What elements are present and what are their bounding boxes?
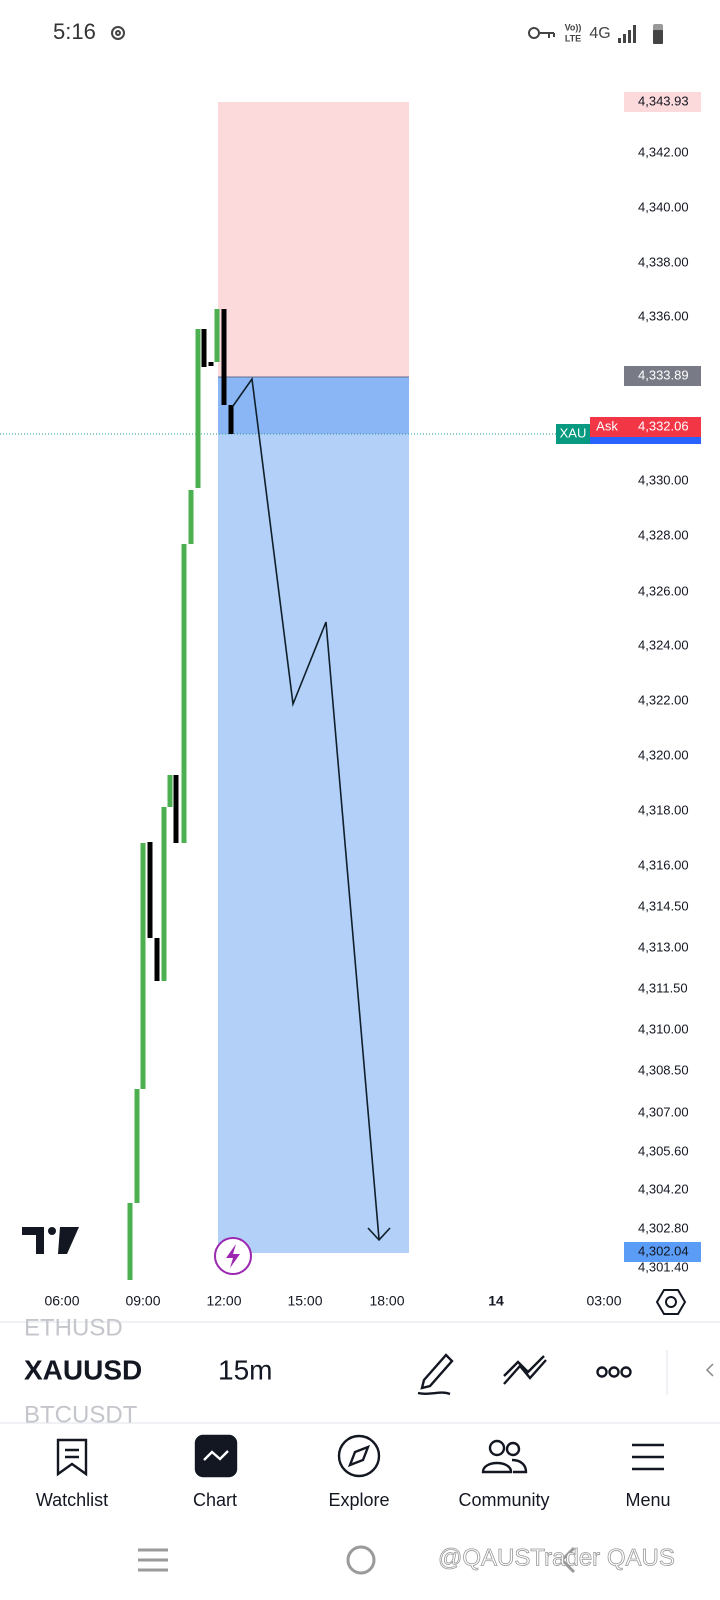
time-label: 14 xyxy=(488,1293,504,1309)
time-label: 09:00 xyxy=(125,1293,160,1309)
price-label: 4,320.00 xyxy=(638,747,689,762)
ask-price: 4,332.06 xyxy=(638,418,689,433)
symbol[interactable]: XAUUSD xyxy=(24,1354,142,1385)
price-label: 4,328.00 xyxy=(638,527,689,542)
time-label: 12:00 xyxy=(206,1293,241,1309)
price-label: 4,311.50 xyxy=(638,980,688,995)
tv-logo xyxy=(22,1227,79,1254)
candle xyxy=(201,329,207,367)
candle xyxy=(161,807,167,981)
nav-item[interactable]: Explore xyxy=(328,1490,389,1510)
settings-button[interactable] xyxy=(655,1289,687,1315)
price-label: 4,330.00 xyxy=(638,472,689,487)
entry-badge xyxy=(624,366,701,386)
lightning-button[interactable] xyxy=(214,1237,252,1275)
time-label: 18:00 xyxy=(369,1293,404,1309)
ask-label: Ask xyxy=(596,418,618,433)
candle xyxy=(140,843,146,1089)
signal-battery xyxy=(618,24,663,44)
price-label: 4,304.20 xyxy=(638,1181,689,1196)
price-label: 4,301.40 xyxy=(638,1259,689,1274)
candle xyxy=(134,1089,140,1203)
ask-price-badge xyxy=(624,417,701,437)
candle xyxy=(195,329,201,488)
candle xyxy=(167,775,173,807)
candle xyxy=(154,938,160,981)
price-label: 4,324.00 xyxy=(638,637,689,652)
interval[interactable]: 15m xyxy=(218,1354,272,1385)
volte-label: LTE xyxy=(565,33,581,43)
price-label: 4,338.00 xyxy=(638,254,689,269)
price-label: 4,340.00 xyxy=(638,199,689,214)
candle xyxy=(147,842,153,938)
candles xyxy=(127,309,234,1280)
status-icons xyxy=(111,26,555,40)
network-type: 4G xyxy=(589,25,610,42)
price-label: 4,310.00 xyxy=(638,1021,689,1036)
volte-label: Vo)) xyxy=(565,22,582,32)
price-label: 4,316.00 xyxy=(638,857,689,872)
next-symbol[interactable]: BTCUSDT xyxy=(24,1401,138,1428)
nav-item[interactable]: Menu xyxy=(625,1490,670,1510)
price-label: 4,326.00 xyxy=(638,583,689,598)
price-label: 4,308.50 xyxy=(638,1062,689,1077)
time-label: 15:00 xyxy=(287,1293,322,1309)
price-label: 4,322.00 xyxy=(638,692,689,707)
price-label: 4,307.00 xyxy=(638,1104,689,1119)
price-label: 4,302.80 xyxy=(638,1220,689,1235)
price-label: 4,313.00 xyxy=(638,939,689,954)
entry-price: 4,333.89 xyxy=(638,367,689,382)
entry-zone xyxy=(218,377,409,434)
candle xyxy=(181,544,187,843)
nav-item[interactable]: Chart xyxy=(193,1490,237,1510)
price-axis: 4,342.00 4,340.00 4,338.00 4,336.00 4,330.00… xyxy=(638,144,689,1274)
candle xyxy=(173,775,179,843)
time-axis: 06:00 09:00 12:00 15:00 18:00 14 03:00 xyxy=(44,1293,621,1309)
candle xyxy=(228,405,234,434)
bottom-nav: Watchlist Chart Explore Community Menu xyxy=(36,1490,671,1510)
price-label: 4,318.00 xyxy=(638,802,689,817)
previous-symbol[interactable]: ETHUSD xyxy=(24,1314,123,1341)
system-buttons[interactable] xyxy=(138,1545,576,1575)
target-badge xyxy=(624,1242,701,1262)
ask-symbol-badge xyxy=(556,424,590,444)
status-time: 5:16 xyxy=(53,19,96,44)
price-label: 4,336.00 xyxy=(638,308,689,323)
nav-item[interactable]: Watchlist xyxy=(36,1490,108,1510)
target-zone xyxy=(218,377,409,1253)
time-label: 06:00 xyxy=(44,1293,79,1309)
candle xyxy=(214,309,220,362)
system-nav xyxy=(0,1525,720,1600)
target-price: 4,302.04 xyxy=(638,1243,689,1258)
projection-arrow xyxy=(232,376,391,1242)
candle xyxy=(208,362,214,366)
candle xyxy=(127,1203,133,1280)
nav-item[interactable]: Community xyxy=(458,1490,549,1510)
watermark: @QAUSTrader QAUS xyxy=(438,1544,675,1571)
price-label: 4,305.60 xyxy=(638,1143,689,1158)
price-label: 4,314.50 xyxy=(638,898,689,913)
price-label: 4,342.00 xyxy=(638,144,689,159)
nav-icons xyxy=(56,1434,664,1478)
candle xyxy=(221,309,227,405)
toolbar-icons[interactable] xyxy=(417,1353,714,1396)
time-label: 03:00 xyxy=(586,1293,621,1309)
bid-strip xyxy=(590,437,701,444)
ask-label-badge xyxy=(590,417,624,437)
ask-symbol: XAU xyxy=(560,425,587,440)
stop-badge xyxy=(624,92,701,112)
stop-price: 4,343.93 xyxy=(638,93,689,108)
candle xyxy=(188,490,194,544)
stop-zone xyxy=(218,102,409,377)
